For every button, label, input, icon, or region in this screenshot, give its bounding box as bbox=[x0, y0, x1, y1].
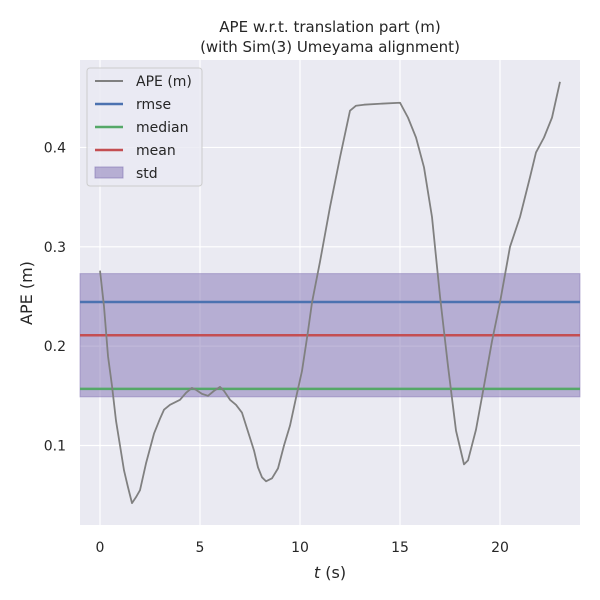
x-tick-label: 20 bbox=[491, 540, 509, 556]
legend-swatch-std bbox=[94, 166, 124, 179]
tick-labels: 0 5 10 15 20 0.1 0.2 0.3 0.4 bbox=[44, 140, 509, 556]
y-tick-label: 0.3 bbox=[44, 240, 66, 256]
legend-label-mean: mean bbox=[136, 143, 176, 159]
legend-box bbox=[86, 67, 203, 187]
legend-label-ape: APE (m) bbox=[136, 74, 192, 90]
ape-series-line bbox=[99, 81, 561, 505]
x-tick-label: 15 bbox=[391, 540, 409, 556]
legend-label-median: median bbox=[136, 120, 188, 136]
series-layer bbox=[99, 81, 561, 505]
legend: APE (m) rmse median mean std bbox=[86, 67, 203, 187]
x-tick-label: 5 bbox=[196, 540, 205, 556]
chart-subtitle: (with Sim(3) Umeyama alignment) bbox=[200, 38, 460, 56]
x-axis-unit: (s) bbox=[320, 563, 346, 582]
x-tick-label: 10 bbox=[291, 540, 309, 556]
y-tick-label: 0.1 bbox=[44, 439, 66, 455]
chart-title: APE w.r.t. translation part (m) bbox=[219, 18, 440, 36]
x-axis-label: t (s) bbox=[314, 563, 346, 582]
y-tick-label: 0.4 bbox=[44, 140, 66, 156]
y-axis-label: APE (m) bbox=[17, 261, 36, 325]
reference-lines-layer bbox=[80, 300, 580, 391]
legend-label-rmse: rmse bbox=[136, 97, 171, 113]
y-tick-label: 0.2 bbox=[44, 339, 66, 355]
x-tick-label: 0 bbox=[96, 540, 105, 556]
x-axis-variable: t bbox=[314, 563, 321, 582]
legend-label-std: std bbox=[136, 166, 158, 182]
